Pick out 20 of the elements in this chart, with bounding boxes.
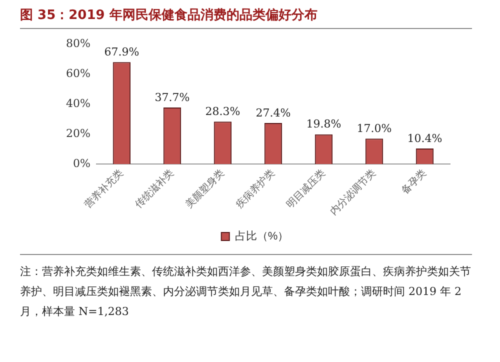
- y-tick-label: 80%: [66, 36, 90, 50]
- x-tick-label: 传统滋补类: [132, 166, 176, 211]
- legend-label: 占比（%）: [234, 230, 289, 243]
- data-label: 27.4%: [256, 106, 291, 120]
- data-label: 19.8%: [306, 118, 342, 131]
- x-tick-label: 美颜塑身类: [182, 166, 227, 211]
- x-tick-label: 明目减压类: [284, 166, 328, 211]
- y-tick-label: 60%: [66, 66, 90, 80]
- chart-title: 图 35：2019 年网民保健食品消费的品类偏好分布: [20, 7, 318, 24]
- x-tick-label: 备孕类: [399, 166, 429, 197]
- x-tick-label: 疾病养护类: [233, 166, 278, 211]
- data-label: 17.0%: [356, 122, 392, 135]
- text: 注：营养补充类如维生素、传统滋补类如西洋参、美颜塑身类如胶原蛋白、疾病养护类如关节养护、明目减压类如褪黑素、内分泌调节类如月见草、备孕类如叶酸；调研时间 2019 年 2 月，样本量 N=1,283: [20, 264, 472, 320]
- x-tick-label: 内分泌调节类: [327, 166, 378, 218]
- data-label: 67.9%: [104, 46, 140, 59]
- y-tick-label: 40%: [66, 96, 90, 110]
- y-tick-label: 20%: [66, 126, 90, 140]
- data-label: 28.3%: [205, 104, 240, 118]
- data-label: 37.7%: [154, 90, 190, 104]
- data-label: 10.4%: [407, 132, 442, 145]
